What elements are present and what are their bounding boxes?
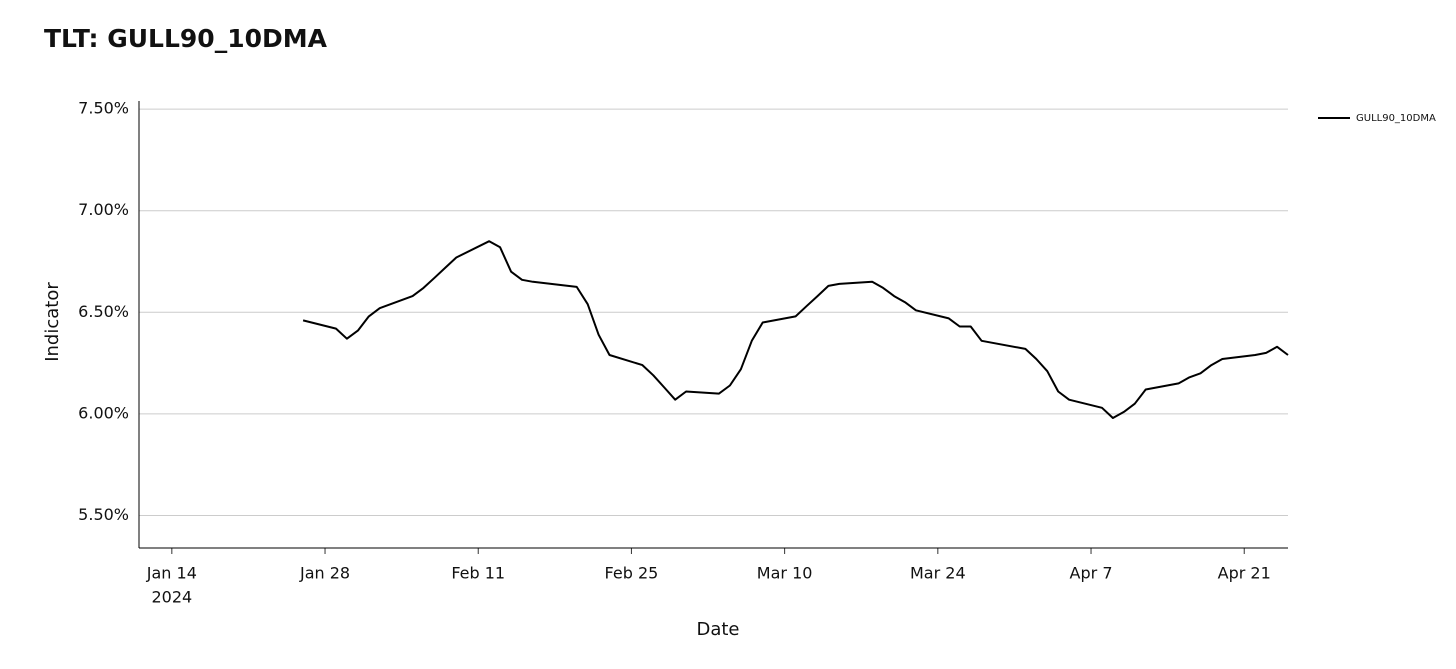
series-line: [302, 240, 1289, 419]
x-tick-year: 2024: [151, 588, 192, 607]
x-tick-label: Mar 24: [910, 564, 966, 583]
x-axis-label: Date: [696, 619, 739, 640]
y-tick-label: 6.50%: [78, 302, 129, 321]
x-tick-label: Apr 21: [1218, 564, 1271, 583]
y-tick-label: 5.50%: [78, 505, 129, 524]
chart-title: TLT: GULL90_10DMA: [44, 24, 328, 53]
x-tick-label: Feb 25: [605, 564, 659, 583]
legend-label: GULL90_10DMA: [1356, 113, 1436, 124]
x-tick-label: Apr 7: [1070, 564, 1113, 583]
x-tick-label: Jan 28: [299, 564, 350, 583]
y-tick-label: 7.50%: [78, 99, 129, 118]
x-tick-label: Feb 11: [451, 564, 505, 583]
y-axis-label: Indicator: [42, 282, 63, 362]
x-tick-label: Jan 14: [146, 564, 197, 583]
x-tick-label: Mar 10: [757, 564, 813, 583]
y-tick-label: 7.00%: [78, 200, 129, 219]
y-tick-label: 6.00%: [78, 403, 129, 422]
